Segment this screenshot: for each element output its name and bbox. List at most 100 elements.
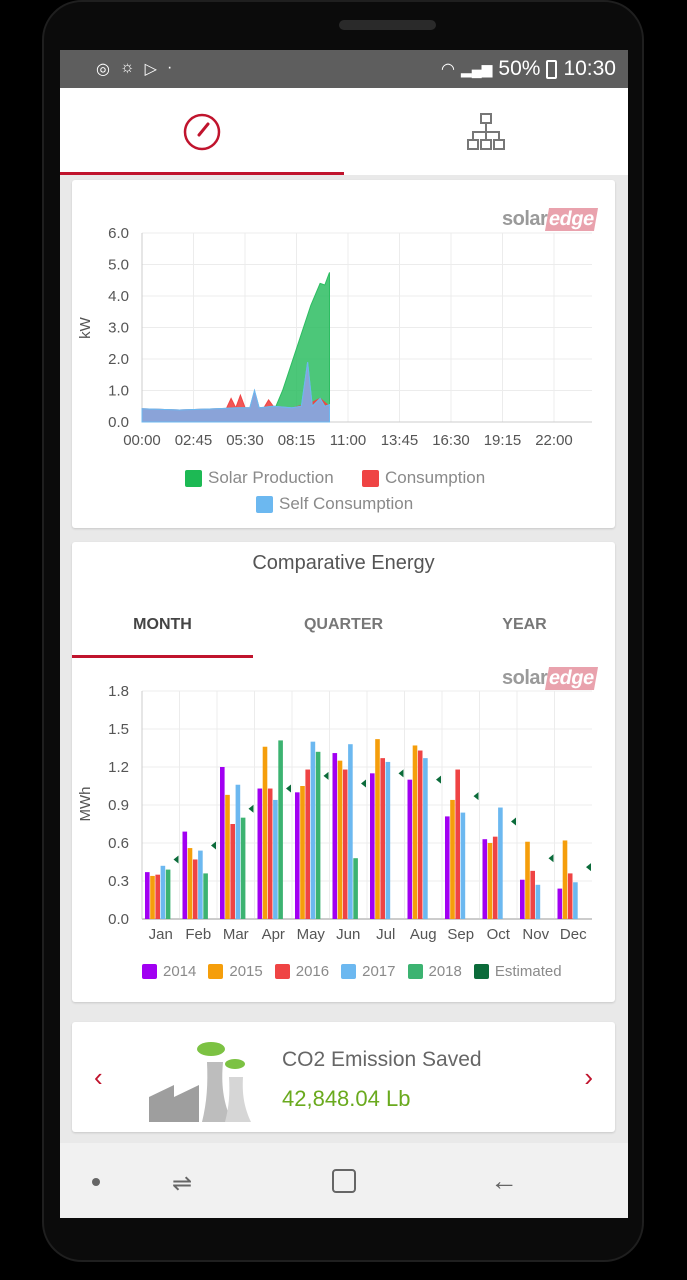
solaredge-logo: solaredge: [502, 667, 599, 690]
bar-2015: [487, 843, 493, 919]
x-tick-label: Sep: [447, 926, 474, 942]
x-tick-label: Jul: [376, 926, 395, 942]
bar-2014: [482, 839, 488, 919]
tab-month[interactable]: MONTH: [133, 616, 192, 633]
bar-2016: [530, 870, 535, 919]
tab-dashboard[interactable]: [60, 88, 344, 175]
bar-2014: [145, 872, 150, 919]
legend-label: 2017: [362, 963, 396, 980]
active-tab-indicator: [60, 172, 344, 175]
legend-label: Self Consumption: [279, 494, 414, 513]
estimated-marker: [173, 855, 179, 864]
y-tick-label: 0.0: [108, 911, 129, 928]
bar-2016: [492, 836, 498, 919]
y-axis-label: MWh: [77, 787, 94, 822]
y-tick-label: 5.0: [108, 257, 129, 274]
x-tick-label: 16:30: [432, 432, 470, 449]
bar-2018: [165, 869, 171, 919]
estimated-marker: [548, 854, 554, 863]
energy-legend: 2014 2015 2016 2017 2018 Estimated: [142, 963, 562, 980]
bar-2016: [192, 859, 198, 919]
bar-2015: [412, 745, 418, 919]
estimated-marker: [286, 784, 291, 793]
legend-label: 2018: [428, 963, 462, 980]
tab-layout[interactable]: [344, 88, 628, 175]
screen: ◎ ☼ ▷ · ◠ ▂▄▆ 50% 10:30 solaredge 6.0 5.0 4.0 3.0…: [60, 50, 628, 1218]
legend-item-2016[interactable]: 2016: [274, 963, 329, 980]
estimated-marker: [586, 863, 591, 872]
y-tick-label: 0.6: [108, 835, 129, 852]
legend-swatch: [185, 469, 202, 487]
bar-2014: [520, 879, 525, 919]
clock: 10:30: [563, 57, 616, 80]
bar-2016: [230, 824, 235, 919]
y-tick-label: 1.0: [108, 383, 129, 400]
back-icon[interactable]: ←: [490, 1165, 518, 1196]
estimated-marker: [398, 769, 404, 778]
dot-button[interactable]: [92, 1178, 100, 1186]
y-tick-label: 1.8: [108, 683, 129, 700]
x-tick-label: Mar: [223, 926, 249, 942]
x-tick-label: 00:00: [123, 432, 161, 449]
y-tick-label: 0.0: [108, 414, 129, 431]
power-chart: 6.0 5.0 4.0 3.0 2.0 1.0 0.000:00 02:45 05:30 08:1…: [77, 225, 592, 449]
legend-consumption[interactable]: Consumption: [362, 468, 485, 488]
estimated-marker: [211, 841, 216, 850]
legend-swatch: [274, 964, 290, 979]
legend-swatch: [362, 469, 379, 487]
site-layout-tree-icon: [467, 112, 505, 150]
estimated-marker: [361, 779, 366, 788]
wifi-icon: ◠: [440, 61, 455, 78]
bar-2014: [332, 753, 338, 919]
bar-2017: [423, 758, 428, 919]
bar-2016: [380, 758, 385, 919]
estimated-marker: [511, 817, 516, 826]
status-bar: ◎ ☼ ▷ · ◠ ▂▄▆ 50% 10:30: [60, 50, 628, 88]
legend-item-2015[interactable]: 2015: [208, 963, 263, 980]
y-tick-label: 2.0: [108, 351, 129, 368]
legend-swatch: [208, 964, 224, 979]
legend-item-2018[interactable]: 2018: [407, 963, 462, 980]
x-tick-label: 02:45: [175, 432, 213, 449]
chevron-right-icon[interactable]: ›: [584, 1062, 593, 1092]
x-tick-label: 13:45: [381, 432, 419, 449]
x-tick-label: 22:00: [535, 432, 573, 449]
y-tick-label: 3.0: [108, 320, 129, 337]
bar-2017: [460, 812, 466, 919]
co2-title: CO2 Emission Saved: [282, 1048, 482, 1071]
bar-2016: [155, 874, 160, 919]
x-tick-label: Jun: [336, 926, 360, 942]
android-nav-bar: ⇌ ←: [60, 1143, 628, 1218]
x-tick-label: Oct: [487, 926, 511, 942]
legend-swatch: [473, 964, 489, 979]
bar-2017: [573, 882, 578, 919]
legend-label: 2015: [229, 963, 263, 980]
bar-2014: [445, 816, 450, 919]
battery-icon: [546, 59, 558, 79]
tab-quarter[interactable]: QUARTER: [303, 616, 384, 633]
bar-2015: [525, 841, 530, 919]
recent-apps-icon[interactable]: ⇌: [172, 1170, 193, 1197]
legend-self-consumption[interactable]: Self Consumption: [256, 494, 413, 514]
bar-2014: [557, 888, 563, 919]
x-tick-label: Nov: [522, 926, 549, 942]
legend-item-2017[interactable]: 2017: [341, 963, 396, 980]
area-solar-production: [142, 272, 330, 423]
y-tick-label: 6.0: [108, 225, 129, 242]
tab-year[interactable]: YEAR: [502, 616, 547, 633]
y-tick-label: 0.3: [108, 873, 129, 890]
top-tab-bar: [60, 88, 628, 175]
legend-item-estimated[interactable]: Estimated: [473, 963, 562, 980]
home-icon[interactable]: [332, 1169, 356, 1193]
bar-2017: [348, 744, 353, 919]
legend-label: Estimated: [494, 963, 562, 980]
chevron-left-icon[interactable]: ‹: [94, 1062, 103, 1092]
y-tick-label: 1.5: [108, 721, 129, 738]
legend-solar-production[interactable]: Solar Production: [185, 468, 334, 488]
estimated-marker: [323, 771, 329, 780]
x-tick-label: May: [297, 926, 326, 942]
bar-2015: [450, 799, 455, 919]
legend-swatch: [256, 495, 273, 513]
legend-item-2014[interactable]: 2014: [142, 963, 196, 980]
card-title: Comparative Energy: [252, 552, 435, 574]
